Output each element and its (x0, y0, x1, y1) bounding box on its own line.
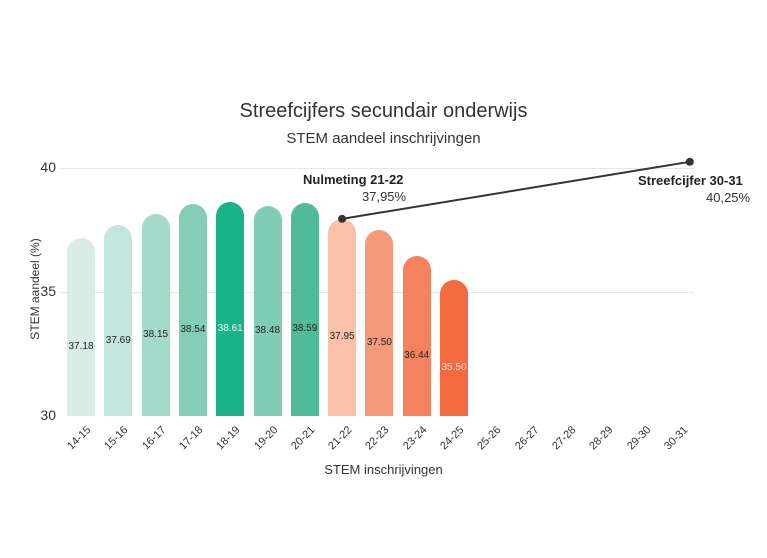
bar-14-15 (67, 237, 95, 416)
bar-value-label: 37.69 (105, 334, 131, 346)
gridline-40 (60, 168, 694, 169)
y-tick-40: 40 (40, 159, 56, 175)
chart-subtitle: STEM aandeel inschrijvingen (286, 130, 481, 147)
bar-24-25 (440, 279, 468, 416)
bar-17-18 (178, 204, 207, 416)
y-tick-35: 35 (40, 283, 56, 299)
bar-value-label: 38.59 (292, 323, 318, 335)
bar-19-20 (253, 205, 282, 416)
bar-22-23 (365, 230, 394, 416)
x-axis-label: STEM inschrijvingen (324, 462, 443, 477)
bar-value-label: 38.48 (254, 324, 281, 336)
annotation-nulmeting-title: Nulmeting 21-22 (303, 172, 404, 187)
bar-21-22 (328, 218, 357, 416)
bar-15-16 (104, 225, 133, 416)
bar-16-17 (141, 213, 170, 416)
annotation-streefcijfer-title: Streefcijfer 30-31 (638, 173, 743, 188)
annotation-streefcijfer-value: 40,25% (706, 190, 751, 205)
bar-18-19 (216, 202, 245, 416)
y-tick-30: 30 (40, 407, 56, 423)
bar-value-label: 38.61 (217, 323, 243, 335)
bar-value-label: 37.18 (68, 340, 94, 352)
bar-value-label: 37.50 (366, 337, 392, 348)
streefcijfer-marker (685, 157, 694, 166)
bar-value-label: 38.54 (180, 324, 206, 336)
annotation-nulmeting-value: 37,95% (362, 189, 407, 204)
bar-value-label: 35.50 (441, 361, 467, 373)
bar-value-label: 38.15 (143, 328, 169, 340)
bar-20-21 (290, 202, 319, 416)
bar-value-label: 37.95 (329, 331, 355, 343)
nulmeting-marker (338, 214, 347, 223)
bar-23-24 (402, 256, 431, 416)
bar-value-label: 36.44 (404, 350, 430, 362)
chart-title: Streefcijfers secundair onderwijs (239, 100, 528, 122)
